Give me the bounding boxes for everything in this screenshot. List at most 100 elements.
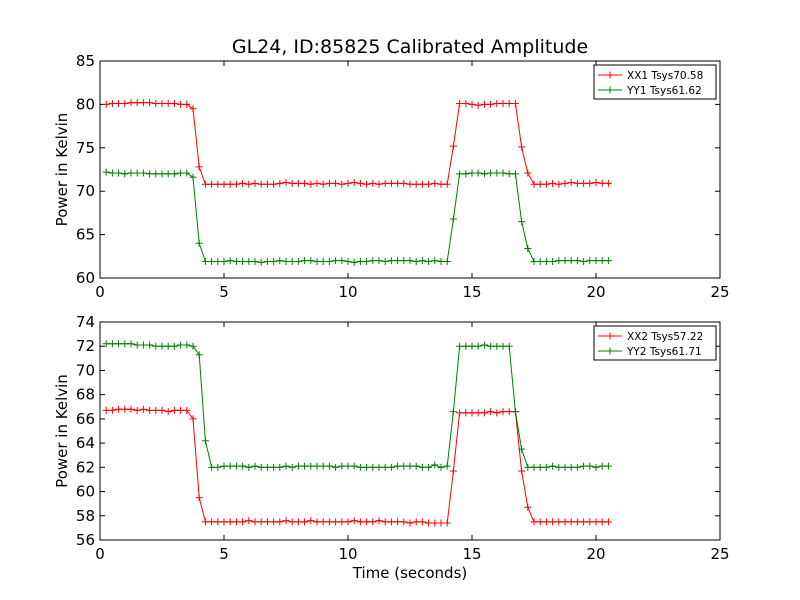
data-point xyxy=(542,258,550,266)
data-point xyxy=(338,462,346,470)
data-point xyxy=(580,258,588,266)
data-point xyxy=(369,257,377,265)
data-point xyxy=(530,518,538,526)
y-tick-label: 70 xyxy=(76,361,95,379)
data-point xyxy=(102,406,110,414)
series-1 xyxy=(102,99,612,188)
y-tick-label: 65 xyxy=(76,226,95,244)
data-point xyxy=(152,170,160,178)
x-tick-label: 5 xyxy=(219,283,229,301)
data-point xyxy=(158,170,166,178)
data-point xyxy=(282,517,290,525)
data-point xyxy=(245,258,253,266)
x-tick-label: 0 xyxy=(95,545,105,563)
data-point xyxy=(195,239,203,247)
data-point xyxy=(549,179,557,187)
data-point xyxy=(294,462,302,470)
data-point xyxy=(573,179,581,187)
data-point xyxy=(133,406,141,414)
data-point xyxy=(586,179,594,187)
data-point xyxy=(598,518,606,526)
data-point xyxy=(232,462,240,470)
data-point xyxy=(542,463,550,471)
data-point xyxy=(307,257,315,265)
data-point xyxy=(344,518,352,526)
data-point xyxy=(604,257,612,265)
data-point xyxy=(480,341,488,349)
series-2 xyxy=(102,340,612,471)
data-point xyxy=(214,180,222,188)
data-point xyxy=(456,342,464,350)
data-point xyxy=(270,463,278,471)
data-point xyxy=(387,179,395,187)
y-tick-label: 66 xyxy=(76,410,95,428)
data-point xyxy=(232,258,240,266)
data-point xyxy=(251,518,259,526)
data-point xyxy=(139,99,147,107)
data-point xyxy=(201,180,209,188)
data-point xyxy=(456,409,464,417)
data-point xyxy=(127,99,135,107)
data-point xyxy=(146,341,154,349)
data-point xyxy=(108,100,116,108)
data-point xyxy=(499,100,507,108)
data-point xyxy=(493,169,501,177)
data-point xyxy=(536,258,544,266)
data-point xyxy=(195,494,203,502)
data-point xyxy=(561,518,569,526)
data-point xyxy=(183,341,191,349)
data-point xyxy=(146,406,154,414)
data-point xyxy=(121,170,129,178)
data-point xyxy=(536,180,544,188)
data-point xyxy=(301,462,309,470)
data-point xyxy=(344,462,352,470)
data-point xyxy=(381,518,389,526)
data-point xyxy=(208,258,216,266)
legend-label: YY2 Tsys61.71 xyxy=(626,346,702,358)
data-point xyxy=(431,257,439,265)
data-point xyxy=(325,179,333,187)
chart-panel-2: 0 5 10 15 20 25 56 58 60 62 64 66 68 70 72 74 Power in K… xyxy=(53,313,730,563)
data-point xyxy=(468,169,476,177)
data-point xyxy=(214,518,222,526)
data-point xyxy=(549,258,557,266)
data-point xyxy=(487,100,495,108)
data-point xyxy=(592,463,600,471)
x-tick-label: 10 xyxy=(338,545,357,563)
data-point xyxy=(245,517,253,525)
data-point xyxy=(406,519,414,527)
data-point xyxy=(592,179,600,187)
data-point xyxy=(325,462,333,470)
data-point xyxy=(524,244,532,252)
data-point xyxy=(580,179,588,187)
data-point xyxy=(177,406,185,414)
data-point xyxy=(177,169,185,177)
data-point xyxy=(394,257,402,265)
data-point xyxy=(499,408,507,416)
data-point xyxy=(121,340,129,348)
x-tick-label: 15 xyxy=(462,283,481,301)
data-point xyxy=(313,518,321,526)
data-point xyxy=(146,170,154,178)
data-point xyxy=(375,517,383,525)
data-point xyxy=(580,518,588,526)
data-point xyxy=(387,463,395,471)
legend-marker xyxy=(606,347,614,355)
data-point xyxy=(487,169,495,177)
data-point xyxy=(288,518,296,526)
y-tick-label: 68 xyxy=(76,386,95,404)
data-point xyxy=(468,409,476,417)
legend-label: XX2 Tsys57.22 xyxy=(627,331,703,343)
data-point xyxy=(220,462,228,470)
data-point xyxy=(474,101,482,109)
data-point xyxy=(443,180,451,188)
data-point xyxy=(480,170,488,178)
data-point xyxy=(332,518,340,526)
y-tick-label: 70 xyxy=(76,182,95,200)
series-1 xyxy=(102,405,612,527)
legend-marker xyxy=(606,332,614,340)
data-point xyxy=(332,179,340,187)
data-point xyxy=(102,100,110,108)
data-point xyxy=(350,179,358,187)
data-point xyxy=(586,257,594,265)
